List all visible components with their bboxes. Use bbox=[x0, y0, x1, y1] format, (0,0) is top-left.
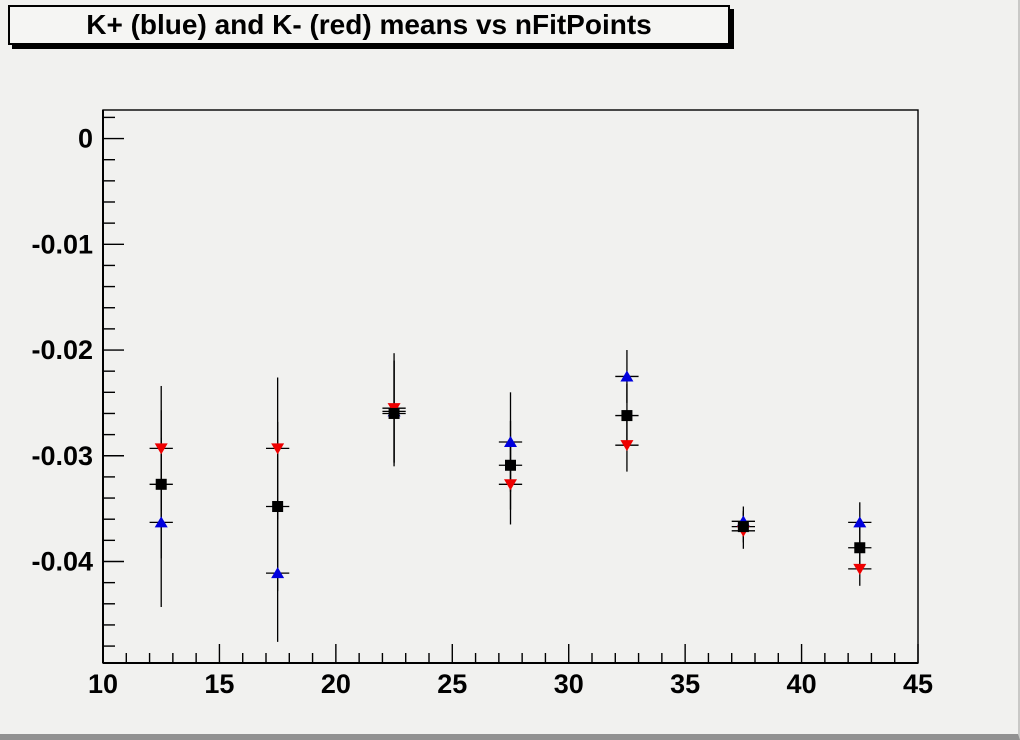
marker-square-black bbox=[854, 542, 866, 554]
marker-square-black bbox=[388, 407, 400, 419]
plot-frame bbox=[102, 109, 919, 664]
marker-square-black bbox=[155, 478, 167, 490]
marker-triangle-down-kminus bbox=[271, 443, 285, 455]
marker-triangle-up-kplus bbox=[271, 567, 285, 579]
marker-square-black bbox=[737, 521, 749, 533]
marker-triangle-down-kminus bbox=[154, 443, 168, 455]
marker-square-black bbox=[272, 501, 284, 513]
marker-triangle-up-kplus bbox=[504, 436, 517, 448]
x-tick-label: 35 bbox=[670, 669, 700, 699]
y-tick-label: -0.04 bbox=[31, 546, 93, 576]
marker-triangle-down-kminus bbox=[504, 479, 517, 491]
chart-title-box: K+ (blue) and K- (red) means vs nFitPoin… bbox=[8, 5, 730, 45]
marker-square-black bbox=[505, 459, 516, 471]
x-tick-label: 20 bbox=[321, 669, 351, 699]
chart-title: K+ (blue) and K- (red) means vs nFitPoin… bbox=[86, 9, 652, 40]
marker-triangle-down-kminus bbox=[853, 563, 867, 575]
x-tick-label: 25 bbox=[437, 669, 467, 699]
x-tick-label: 40 bbox=[787, 669, 817, 699]
marker-triangle-up-kplus bbox=[853, 516, 867, 528]
y-tick-label: -0.01 bbox=[31, 229, 93, 259]
x-tick-label: 15 bbox=[204, 669, 234, 699]
x-tick-label: 10 bbox=[88, 669, 118, 699]
marker-triangle-down-kminus bbox=[620, 440, 634, 452]
y-tick-label: -0.02 bbox=[31, 335, 93, 365]
marker-triangle-up-kplus bbox=[154, 516, 168, 528]
y-tick-label: 0 bbox=[78, 124, 93, 154]
marker-triangle-up-kplus bbox=[620, 370, 634, 382]
y-tick-label: -0.03 bbox=[31, 441, 93, 471]
x-tick-label: 30 bbox=[554, 669, 584, 699]
marker-square-black bbox=[621, 410, 633, 422]
x-tick-label: 45 bbox=[903, 669, 933, 699]
